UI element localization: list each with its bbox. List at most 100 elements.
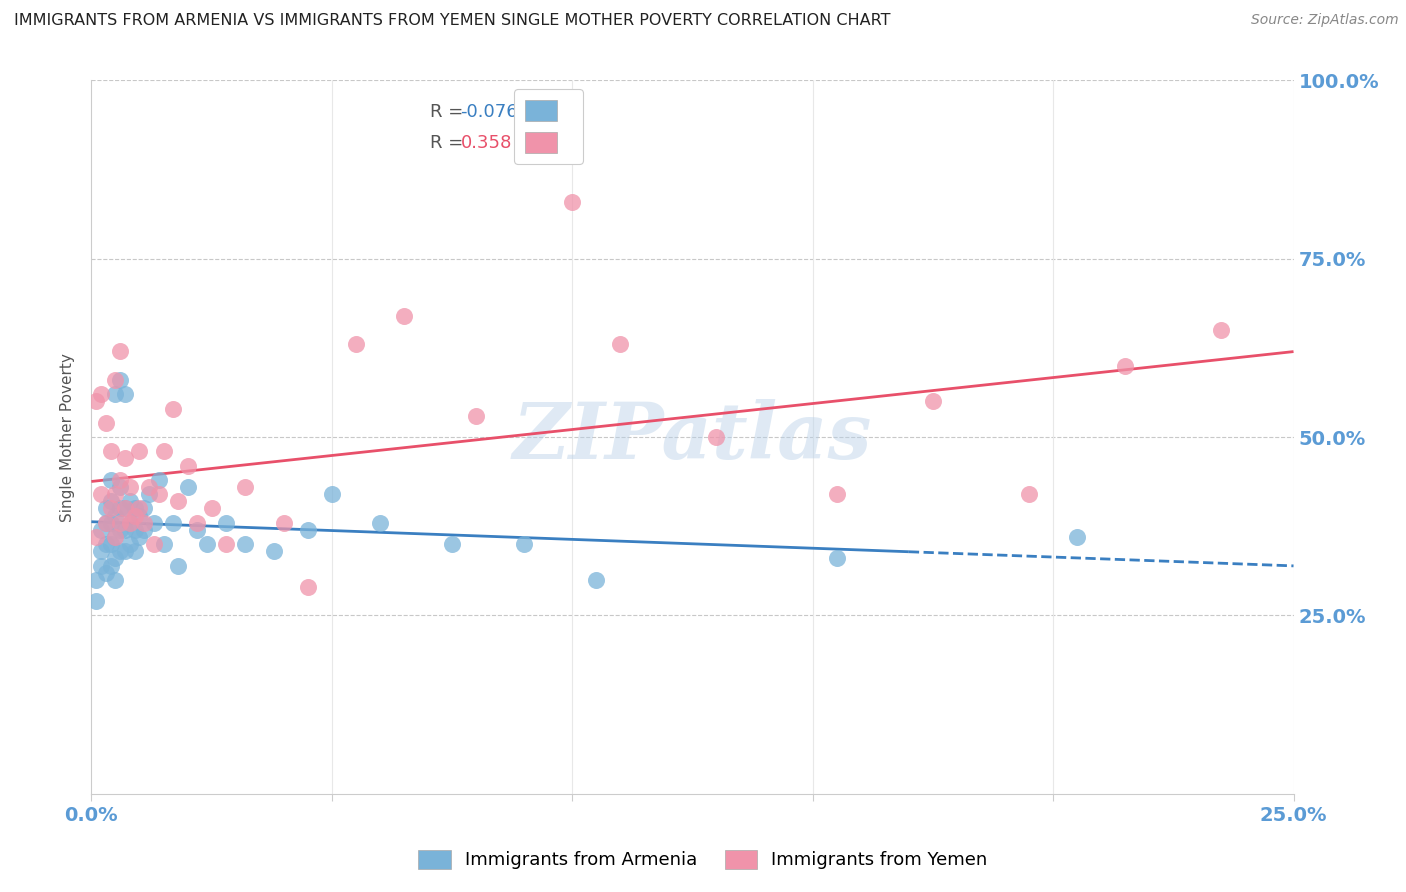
Point	[94, 501, 117, 516]
Point	[128, 444, 150, 458]
Point	[368, 516, 391, 530]
Point	[114, 544, 136, 558]
Point	[94, 516, 117, 530]
Text: N =: N =	[510, 103, 561, 121]
Point	[201, 501, 224, 516]
Text: -0.076: -0.076	[460, 103, 517, 121]
Point	[273, 516, 295, 530]
Point	[114, 387, 136, 401]
Point	[344, 337, 367, 351]
Point	[176, 480, 198, 494]
Point	[215, 516, 238, 530]
Point	[104, 487, 127, 501]
Point	[100, 558, 122, 573]
Point	[110, 344, 132, 359]
Point	[134, 501, 156, 516]
Legend: , : ,	[515, 89, 582, 163]
Point	[152, 444, 174, 458]
Point	[148, 473, 170, 487]
Point	[110, 523, 132, 537]
Point	[118, 516, 141, 530]
Point	[513, 537, 536, 551]
Point	[392, 309, 415, 323]
Point	[142, 516, 165, 530]
Point	[124, 508, 146, 523]
Text: 0.358: 0.358	[460, 134, 512, 152]
Point	[104, 530, 127, 544]
Point	[100, 444, 122, 458]
Point	[118, 494, 141, 508]
Y-axis label: Single Mother Poverty: Single Mother Poverty	[60, 352, 76, 522]
Point	[297, 523, 319, 537]
Point	[124, 501, 146, 516]
Point	[706, 430, 728, 444]
Point	[176, 458, 198, 473]
Point	[110, 516, 132, 530]
Point	[110, 373, 132, 387]
Point	[585, 573, 607, 587]
Point	[104, 508, 127, 523]
Point	[128, 501, 150, 516]
Text: Source: ZipAtlas.com: Source: ZipAtlas.com	[1251, 13, 1399, 28]
Point	[186, 523, 208, 537]
Point	[100, 516, 122, 530]
Point	[100, 473, 122, 487]
Point	[90, 387, 112, 401]
Point	[263, 544, 285, 558]
Text: IMMIGRANTS FROM ARMENIA VS IMMIGRANTS FROM YEMEN SINGLE MOTHER POVERTY CORRELATI: IMMIGRANTS FROM ARMENIA VS IMMIGRANTS FR…	[14, 13, 890, 29]
Point	[84, 530, 107, 544]
Point	[114, 501, 136, 516]
Point	[100, 501, 122, 516]
Point	[142, 537, 165, 551]
Point	[104, 387, 127, 401]
Point	[162, 516, 184, 530]
Point	[128, 530, 150, 544]
Point	[321, 487, 343, 501]
Point	[233, 537, 256, 551]
Text: 58: 58	[540, 103, 565, 121]
Point	[90, 544, 112, 558]
Point	[84, 394, 107, 409]
Point	[195, 537, 218, 551]
Legend: Immigrants from Armenia, Immigrants from Yemen: Immigrants from Armenia, Immigrants from…	[409, 841, 997, 879]
Point	[104, 573, 127, 587]
Point	[84, 594, 107, 608]
Point	[186, 516, 208, 530]
Text: ZIPatlas: ZIPatlas	[513, 399, 872, 475]
Point	[104, 373, 127, 387]
Point	[114, 523, 136, 537]
Point	[118, 537, 141, 551]
Point	[233, 480, 256, 494]
Point	[100, 537, 122, 551]
Point	[215, 537, 238, 551]
Point	[118, 480, 141, 494]
Point	[90, 487, 112, 501]
Point	[138, 487, 160, 501]
Point	[167, 558, 190, 573]
Point	[104, 551, 127, 566]
Point	[114, 451, 136, 466]
Point	[134, 523, 156, 537]
Point	[138, 480, 160, 494]
Point	[90, 558, 112, 573]
Point	[148, 487, 170, 501]
Point	[94, 566, 117, 580]
Point	[1211, 323, 1233, 337]
Point	[110, 544, 132, 558]
Point	[1066, 530, 1088, 544]
Point	[94, 537, 117, 551]
Text: R =: R =	[430, 134, 475, 152]
Point	[922, 394, 945, 409]
Text: R =: R =	[430, 103, 470, 121]
Point	[114, 501, 136, 516]
Point	[90, 523, 112, 537]
Point	[297, 580, 319, 594]
Point	[84, 573, 107, 587]
Point	[124, 544, 146, 558]
Point	[162, 401, 184, 416]
Point	[561, 194, 583, 209]
Point	[118, 516, 141, 530]
Point	[440, 537, 463, 551]
Point	[465, 409, 488, 423]
Point	[94, 516, 117, 530]
